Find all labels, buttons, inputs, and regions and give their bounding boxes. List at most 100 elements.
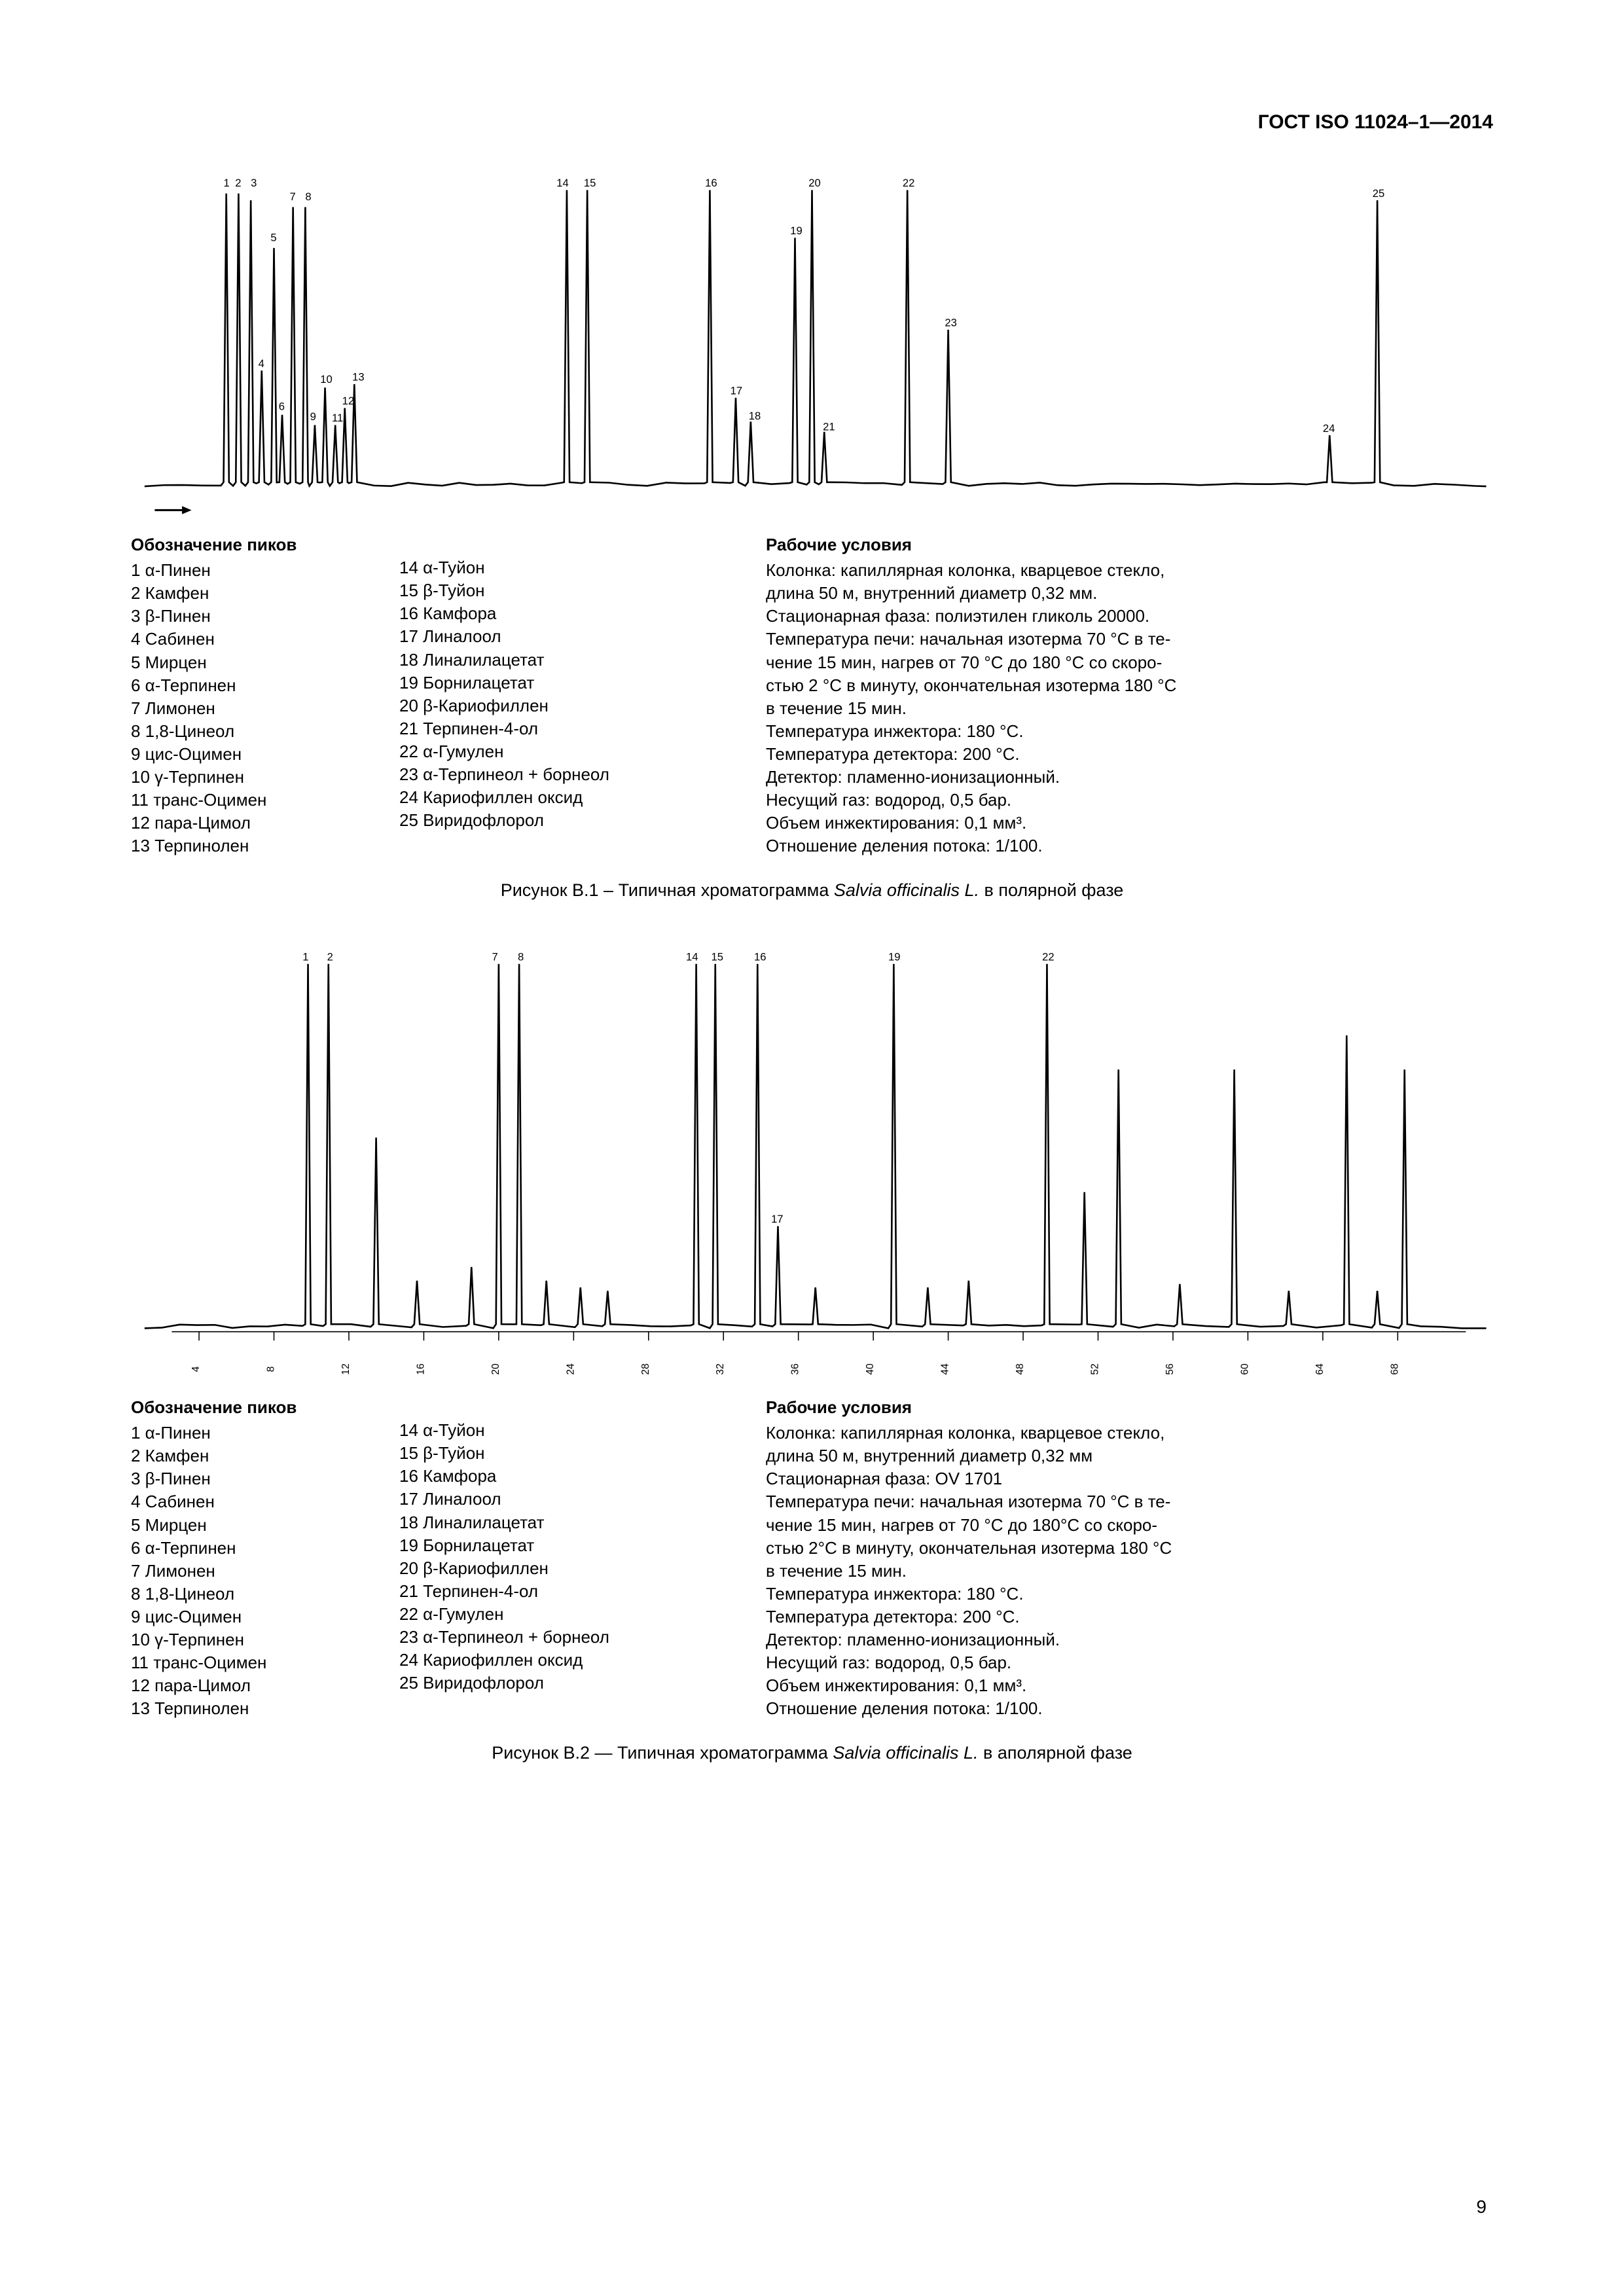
text-line: в течение 15 мин. (766, 1560, 1493, 1583)
caption-2-post: в аполярной фазе (978, 1743, 1132, 1763)
peaks-title-1: Обозначение пиков (131, 533, 373, 556)
peaks-title-2: Обозначение пиков (131, 1396, 373, 1419)
text-line: 10 γ-Терпинен (131, 1628, 373, 1651)
svg-text:20: 20 (490, 1363, 501, 1375)
svg-text:52: 52 (1090, 1364, 1101, 1375)
text-line: 21 Терпинен-4-ол (399, 717, 740, 740)
svg-text:24: 24 (565, 1363, 576, 1375)
text-line: 14 α-Туйон (399, 1419, 740, 1442)
text-line: Стационарная фаза: OV 1701 (766, 1467, 1493, 1490)
caption-1-post: в полярной фазе (979, 880, 1123, 900)
conditions-col-1: Рабочие условия Колонка: капиллярная кол… (766, 533, 1493, 857)
text-line: Отношение деления потока: 1/100. (766, 834, 1493, 857)
svg-text:64: 64 (1314, 1363, 1326, 1375)
text-line: Детектор: пламенно-ионизационный. (766, 1628, 1493, 1651)
svg-text:2: 2 (327, 951, 333, 963)
text-line: 17 Линалоол (399, 1488, 740, 1511)
conditions-col-2: Рабочие условия Колонка: капиллярная кол… (766, 1396, 1493, 1720)
svg-text:8: 8 (518, 951, 524, 963)
text-line: 2 Камфен (131, 582, 373, 605)
text-line: 23 α-Терпинеол + борнеол (399, 763, 740, 786)
text-line: 16 Камфора (399, 602, 740, 625)
caption-2: Рисунок В.2 — Типичная хроматограмма Sal… (131, 1743, 1493, 1763)
svg-text:17: 17 (731, 385, 743, 397)
chromatogram-2: 1278141516171922481216202428323640444852… (131, 933, 1493, 1383)
svg-text:22: 22 (1042, 951, 1055, 963)
svg-text:10: 10 (320, 373, 333, 386)
text-line: стью 2°C в минуту, окончательная изотерм… (766, 1537, 1493, 1560)
svg-text:15: 15 (584, 177, 596, 189)
svg-text:24: 24 (1323, 422, 1335, 435)
svg-text:23: 23 (945, 317, 957, 329)
text-line: 22 α-Гумулен (399, 1603, 740, 1626)
text-line: 6 α-Терпинен (131, 1537, 373, 1560)
svg-text:22: 22 (903, 177, 915, 189)
svg-text:15: 15 (712, 951, 724, 963)
text-line: 9 цис-Оцимен (131, 743, 373, 766)
svg-text:5: 5 (270, 231, 276, 243)
svg-text:6: 6 (279, 400, 285, 412)
text-line: стью 2 °C в минуту, окончательная изотер… (766, 674, 1493, 697)
svg-text:16: 16 (415, 1364, 426, 1375)
svg-text:40: 40 (865, 1363, 876, 1375)
text-line: 10 γ-Терпинен (131, 766, 373, 789)
text-line: Детектор: пламенно-ионизационный. (766, 766, 1493, 789)
text-line: 24 Кариофиллен оксид (399, 1649, 740, 1672)
text-line: 7 Лимонен (131, 1560, 373, 1583)
svg-text:12: 12 (342, 395, 355, 407)
text-line: 5 Мирцен (131, 1514, 373, 1537)
text-line: 1 α-Пинен (131, 1422, 373, 1444)
text-line: 11 транс-Оцимен (131, 789, 373, 812)
svg-text:19: 19 (888, 951, 901, 963)
text-line: Температура инжектора: 180 °C. (766, 720, 1493, 743)
text-line: 3 β-Пинен (131, 1467, 373, 1490)
caption-2-italic: Salvia officinalis L. (833, 1743, 978, 1763)
text-line: в течение 15 мин. (766, 697, 1493, 720)
peaks-col-2b: 14 α-Туйон15 β-Туйон16 Камфора17 Линалоо… (399, 1396, 740, 1720)
text-line: 15 β-Туйон (399, 1442, 740, 1465)
text-line: 11 транс-Оцимен (131, 1651, 373, 1674)
chromatogram-1: 1234567891011121314151617181920212223242… (131, 166, 1493, 520)
text-line: 5 Мирцен (131, 651, 373, 674)
svg-text:8: 8 (266, 1367, 277, 1372)
text-line: длина 50 м, внутренний диаметр 0,32 мм. (766, 582, 1493, 605)
text-line: 15 β-Туйон (399, 579, 740, 602)
text-line: 25 Виридофлорол (399, 809, 740, 832)
svg-text:1: 1 (224, 177, 230, 189)
text-line: Объем инжектирования: 0,1 мм³. (766, 1674, 1493, 1697)
chromatogram-1-svg: 1234567891011121314151617181920212223242… (131, 166, 1493, 520)
svg-text:60: 60 (1239, 1363, 1250, 1375)
text-line: 4 Сабинен (131, 1490, 373, 1513)
text-line: 25 Виридофлорол (399, 1672, 740, 1695)
text-line: чение 15 мин, нагрев от 70 °C до 180 °C … (766, 651, 1493, 674)
text-line: 17 Линалоол (399, 625, 740, 648)
svg-text:8: 8 (305, 190, 311, 203)
text-line: 6 α-Терпинен (131, 674, 373, 697)
conditions-title-2: Рабочие условия (766, 1396, 1493, 1419)
text-line: 24 Кариофиллен оксид (399, 786, 740, 809)
text-line: 3 β-Пинен (131, 605, 373, 628)
text-line: 9 цис-Оцимен (131, 1605, 373, 1628)
svg-text:20: 20 (808, 177, 821, 189)
text-line: Температура инжектора: 180 °C. (766, 1583, 1493, 1605)
svg-text:32: 32 (715, 1364, 726, 1375)
text-line: 13 Терпинолен (131, 834, 373, 857)
text-line: 1 α-Пинен (131, 559, 373, 582)
svg-text:56: 56 (1164, 1364, 1176, 1375)
text-line: Стационарная фаза: полиэтилен гликоль 20… (766, 605, 1493, 628)
svg-text:2: 2 (235, 177, 241, 189)
svg-text:28: 28 (640, 1364, 651, 1375)
svg-text:13: 13 (352, 371, 365, 384)
svg-text:19: 19 (790, 224, 802, 237)
svg-text:9: 9 (310, 410, 316, 423)
chromatogram-2-svg: 1278141516171922481216202428323640444852… (131, 933, 1493, 1383)
peaks-col-1b: 14 α-Туйон15 β-Туйон16 Камфора17 Линалоо… (399, 533, 740, 857)
svg-text:25: 25 (1373, 187, 1385, 200)
text-line: Колонка: капиллярная колонка, кварцевое … (766, 1422, 1493, 1444)
svg-text:16: 16 (705, 177, 717, 189)
legend-block-1: Обозначение пиков 1 α-Пинен2 Камфен3 β-П… (131, 533, 1493, 857)
text-line: 4 Сабинен (131, 628, 373, 651)
text-line: Несущий газ: водород, 0,5 бар. (766, 1651, 1493, 1674)
svg-text:11: 11 (332, 412, 343, 424)
svg-text:21: 21 (823, 421, 835, 433)
